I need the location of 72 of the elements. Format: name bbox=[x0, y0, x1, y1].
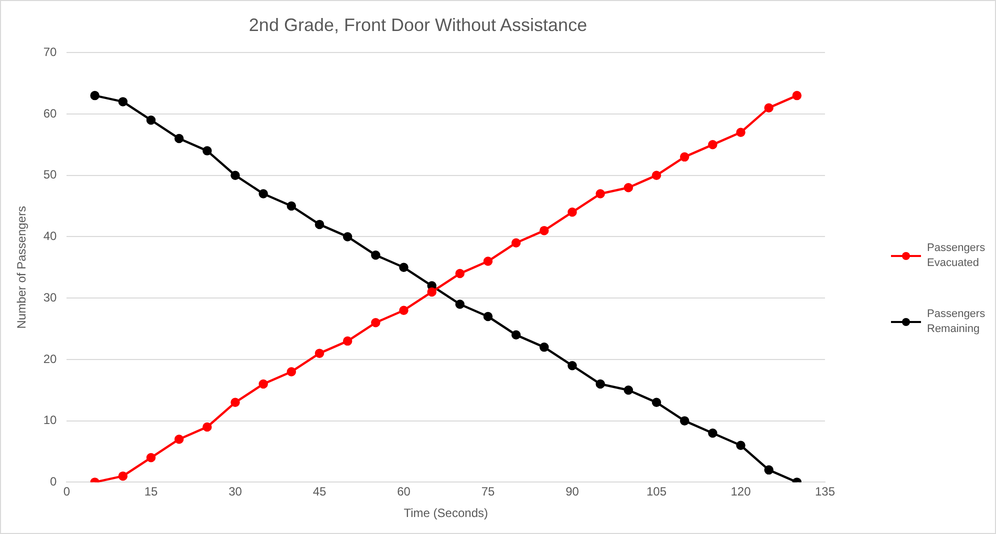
y-tick-label: 0 bbox=[50, 474, 58, 489]
point bbox=[540, 342, 549, 352]
point bbox=[258, 379, 268, 389]
point bbox=[258, 189, 268, 198]
point bbox=[792, 90, 802, 100]
point bbox=[708, 140, 718, 150]
point bbox=[399, 262, 408, 272]
x-tick-label: 120 bbox=[730, 484, 752, 499]
point bbox=[680, 416, 690, 426]
point bbox=[286, 367, 296, 376]
point bbox=[624, 386, 634, 395]
point bbox=[568, 208, 577, 217]
point bbox=[511, 238, 521, 248]
point bbox=[455, 300, 465, 309]
legend-label: Passengers Remaining bbox=[927, 307, 986, 337]
point bbox=[511, 330, 521, 340]
point bbox=[596, 379, 605, 389]
point bbox=[399, 306, 408, 315]
point bbox=[174, 134, 184, 144]
point bbox=[90, 90, 100, 100]
y-tick-label: 40 bbox=[43, 229, 58, 244]
x-tick-label: 15 bbox=[144, 484, 158, 499]
point bbox=[371, 318, 380, 328]
point bbox=[483, 256, 493, 266]
point bbox=[146, 115, 156, 125]
point bbox=[427, 287, 436, 297]
x-tick-label: 30 bbox=[228, 484, 242, 499]
point bbox=[652, 170, 662, 180]
x-tick-label: 75 bbox=[481, 484, 495, 499]
legend-label: Passengers Evacuated bbox=[927, 241, 986, 271]
point bbox=[680, 152, 690, 162]
point bbox=[118, 97, 128, 106]
point bbox=[455, 268, 465, 278]
x-axis-title: Time (Seconds) bbox=[404, 506, 488, 520]
point bbox=[230, 398, 240, 408]
point bbox=[483, 312, 493, 322]
point bbox=[371, 250, 380, 260]
y-tick-label: 30 bbox=[43, 290, 58, 304]
chart-title: 2nd Grade, Front Door Without Assistance bbox=[248, 14, 588, 35]
point bbox=[230, 170, 240, 180]
point bbox=[286, 201, 296, 211]
point bbox=[314, 220, 324, 230]
y-tick-label: 10 bbox=[43, 413, 58, 428]
point bbox=[708, 428, 718, 438]
point bbox=[596, 189, 605, 198]
point bbox=[568, 360, 577, 370]
point bbox=[652, 398, 662, 408]
point bbox=[146, 453, 156, 462]
x-tick-label: 45 bbox=[312, 484, 326, 499]
point bbox=[314, 348, 324, 358]
point bbox=[202, 422, 212, 432]
y-tick-label: 70 bbox=[43, 44, 58, 59]
point bbox=[736, 440, 746, 450]
y-tick-label: 50 bbox=[43, 168, 58, 182]
x-tick-label: 135 bbox=[814, 484, 836, 499]
point bbox=[540, 226, 549, 236]
point bbox=[764, 465, 774, 475]
x-tick-label: 105 bbox=[646, 484, 667, 499]
y-axis-title: Number of Passengers bbox=[14, 206, 29, 329]
point bbox=[764, 103, 774, 112]
x-tick-label: 60 bbox=[397, 484, 411, 499]
point bbox=[118, 471, 128, 481]
y-tick-label: 60 bbox=[43, 106, 58, 120]
y-tick-label: 20 bbox=[43, 352, 58, 366]
x-tick-label: 90 bbox=[566, 484, 580, 499]
point bbox=[624, 182, 634, 192]
point bbox=[342, 336, 352, 346]
point bbox=[342, 232, 352, 242]
point bbox=[174, 434, 184, 444]
point bbox=[736, 128, 746, 138]
x-tick-label: 0 bbox=[63, 484, 70, 499]
point bbox=[202, 146, 212, 156]
